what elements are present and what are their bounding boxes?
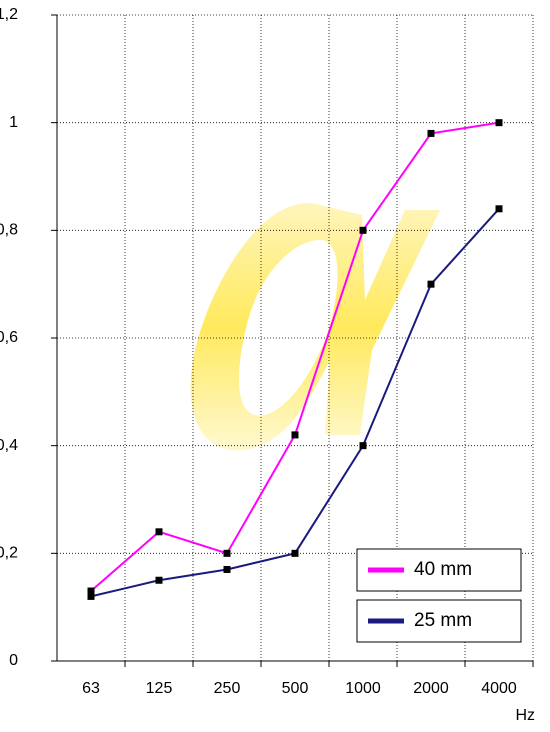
data-point bbox=[359, 442, 367, 450]
x-tick-label: 250 bbox=[214, 680, 241, 697]
data-point bbox=[427, 280, 435, 288]
legend-label: 40 mm bbox=[414, 559, 472, 580]
series-line bbox=[90, 121, 500, 592]
x-tick-label: 2000 bbox=[413, 680, 449, 697]
data-point bbox=[87, 592, 95, 600]
data-point bbox=[495, 205, 503, 213]
data-point bbox=[223, 565, 231, 573]
data-point bbox=[155, 528, 163, 536]
x-tick-label: 125 bbox=[146, 680, 173, 697]
x-tick-label: 500 bbox=[282, 680, 309, 697]
x-axis-label: Hz bbox=[515, 707, 535, 724]
y-tick-label: 0,4 bbox=[0, 437, 18, 454]
y-tick-label: 1 bbox=[9, 114, 18, 131]
x-tick-label: 63 bbox=[82, 680, 100, 697]
y-tick-label: 0,6 bbox=[0, 329, 18, 346]
data-point bbox=[223, 549, 231, 557]
x-tick-label: 4000 bbox=[481, 680, 517, 697]
x-tick-label: 1000 bbox=[345, 680, 381, 697]
legend-label: 25 mm bbox=[414, 610, 472, 631]
data-point bbox=[291, 431, 299, 439]
y-tick-label: 0,8 bbox=[0, 222, 18, 239]
alpha-watermark bbox=[190, 203, 440, 451]
y-tick-label: 0,2 bbox=[0, 545, 18, 562]
data-point bbox=[87, 587, 95, 595]
data-point bbox=[359, 226, 367, 234]
data-point bbox=[495, 119, 503, 127]
y-tick-label: 1,2 bbox=[0, 6, 18, 23]
data-point bbox=[291, 549, 299, 557]
data-point bbox=[155, 576, 163, 584]
data-point bbox=[427, 129, 435, 137]
y-tick-label: 0 bbox=[9, 652, 18, 669]
